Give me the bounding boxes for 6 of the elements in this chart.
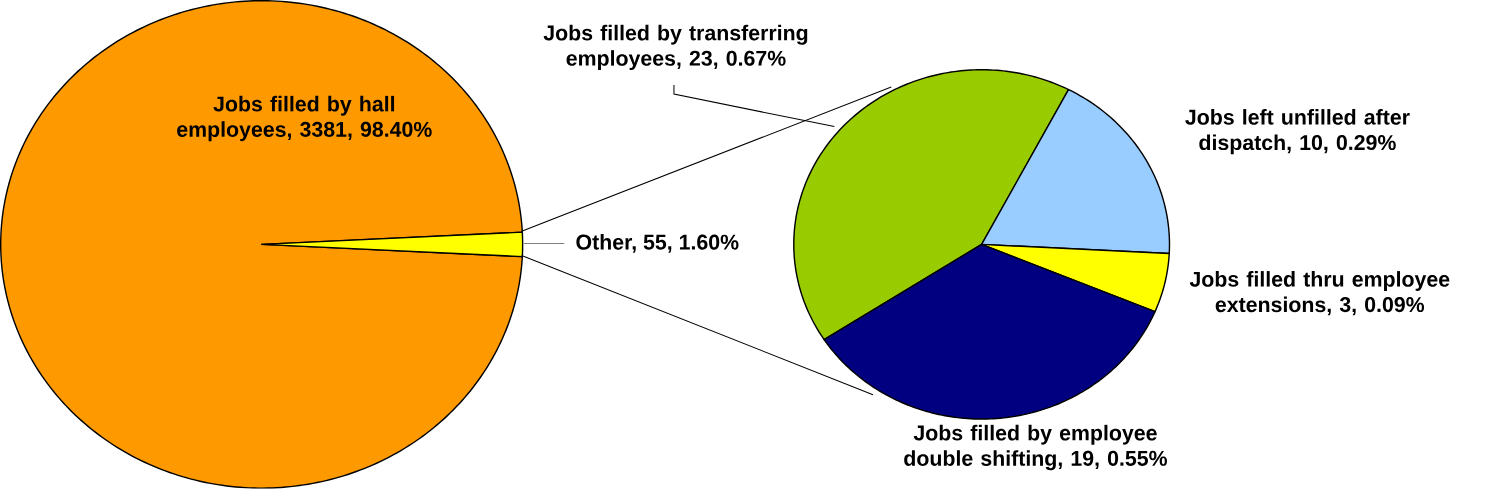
slice-label: Other, 55, 1.60%	[576, 234, 739, 253]
slice-label: Jobs filled thru employee extensions, 3, 0.09%	[1189, 271, 1450, 316]
slice-label: Jobs filled by transferring employees, 23, 0.67%	[543, 24, 808, 71]
slice-label: Jobs left unfilled after dispatch, 10, 0.29%	[1185, 109, 1410, 155]
slice-label: Jobs filled by employee double shifting, 19, 0.55%	[904, 424, 1167, 471]
slice-label: Jobs filled by hall employees, 3381, 98.40%	[177, 95, 432, 142]
